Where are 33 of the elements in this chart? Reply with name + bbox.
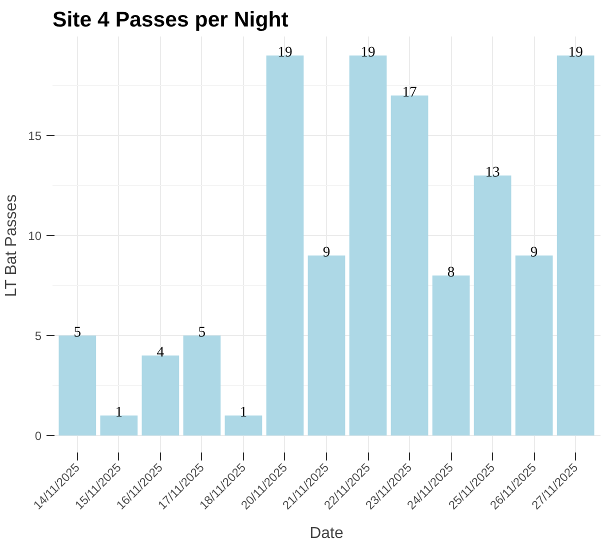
bar — [349, 56, 387, 436]
y-tick-label: 0 — [34, 429, 42, 443]
y-axis-title: LT Bat Passes — [3, 194, 20, 297]
bar — [58, 336, 96, 436]
data-label: 19 — [360, 44, 376, 60]
data-label: 8 — [447, 264, 455, 280]
data-label: 5 — [74, 324, 82, 340]
data-label: 17 — [402, 84, 417, 100]
bar — [100, 416, 138, 436]
y-tick-label: 15 — [28, 129, 42, 143]
bar — [556, 56, 594, 436]
data-label: 5 — [198, 324, 206, 340]
chart-title: Site 4 Passes per Night — [52, 8, 288, 32]
data-label: 1 — [240, 404, 248, 420]
x-axis-title: Date — [310, 525, 344, 542]
bar — [224, 416, 262, 436]
data-label: 13 — [485, 164, 500, 180]
bar — [266, 56, 304, 436]
bar — [142, 356, 180, 436]
data-label: 9 — [322, 244, 330, 260]
data-label: 1 — [115, 404, 123, 420]
bar — [308, 256, 346, 436]
bar — [432, 276, 470, 436]
bar — [183, 336, 221, 436]
data-label: 4 — [156, 344, 165, 360]
bar — [474, 176, 512, 436]
y-tick-label: 10 — [28, 229, 42, 243]
y-tick-label: 5 — [34, 329, 42, 343]
data-label: 9 — [530, 244, 538, 260]
data-label: 19 — [568, 44, 583, 60]
bar — [515, 256, 553, 436]
bar — [390, 96, 428, 436]
data-label: 19 — [278, 44, 292, 60]
